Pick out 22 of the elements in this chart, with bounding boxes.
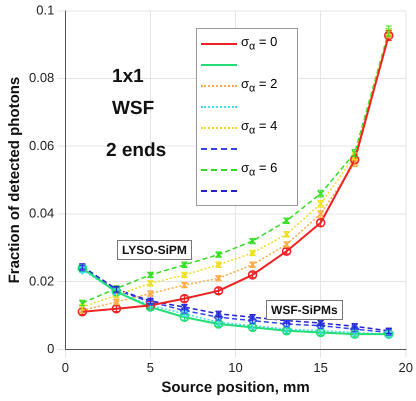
- x-tick-label: 5: [146, 360, 154, 375]
- x-tick-label: 10: [228, 360, 243, 375]
- y-tick-label: 0.08: [28, 70, 54, 86]
- annotation: 2 ends: [106, 140, 166, 162]
- y-axis-title: Fraction of detected photons: [6, 76, 24, 284]
- y-tick-label: 0.04: [28, 206, 54, 221]
- y-tick-label: 0.02: [28, 273, 54, 288]
- annotation: 1x1: [112, 66, 144, 88]
- annotation: LYSO-SiPM: [117, 240, 192, 260]
- y-tick-label: 0.1: [36, 2, 54, 18]
- x-tick-label: 0: [62, 360, 69, 375]
- x-axis-title: Source position, mm: [161, 379, 310, 396]
- annotation: WSF: [112, 98, 154, 120]
- legend-label: σ$_{α}$ = 6: [241, 160, 278, 179]
- annotation: WSF-SiPMs: [266, 300, 343, 320]
- y-tick-label: 0.06: [28, 138, 54, 153]
- legend-label: σ$_{α}$ = 2: [241, 76, 278, 95]
- y-tick-label: 0: [47, 340, 54, 356]
- x-tick-label: 20: [398, 360, 414, 375]
- x-tick-label: 15: [313, 360, 328, 375]
- legend-label: σ$_{α}$ = 0: [241, 34, 278, 53]
- legend-label: σ$_{α}$ = 4: [241, 118, 278, 137]
